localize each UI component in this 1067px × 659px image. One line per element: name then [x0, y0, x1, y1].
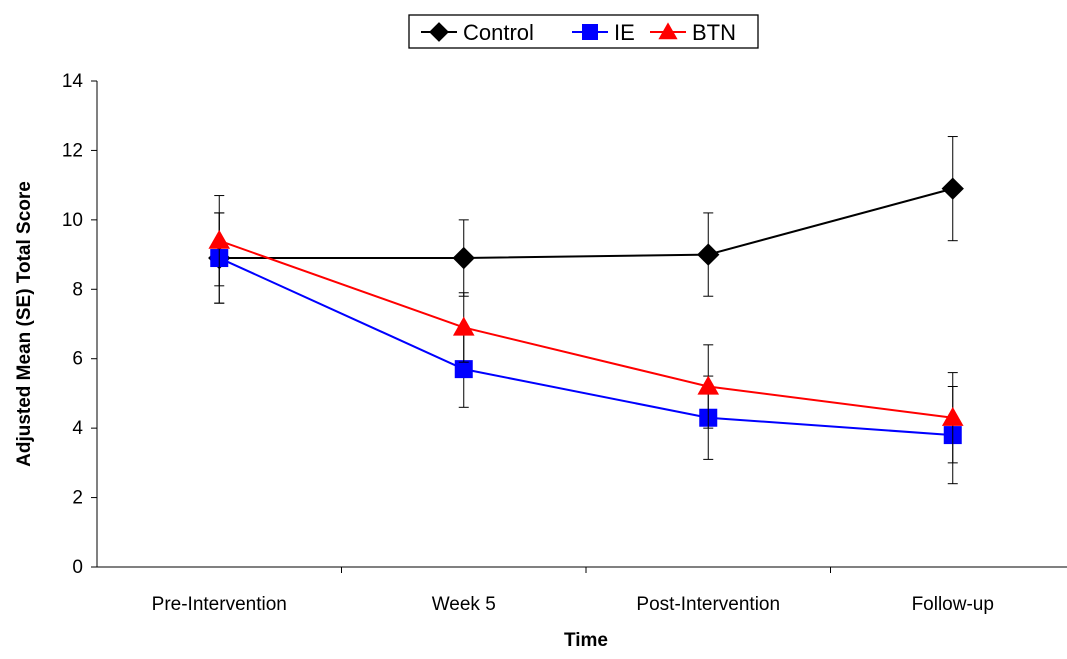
series-ie — [210, 212, 962, 485]
data-point — [941, 406, 964, 426]
legend-label: BTN — [692, 20, 736, 45]
x-tick-label: Week 5 — [432, 594, 496, 615]
series-line — [218, 239, 953, 419]
legend-marker — [658, 22, 678, 40]
data-point — [452, 246, 475, 270]
y-tick-label: 2 — [72, 488, 83, 509]
y-tick-label: 14 — [62, 71, 84, 92]
y-tick-label: 10 — [62, 210, 83, 231]
data-point — [941, 177, 964, 200]
data-point — [208, 229, 231, 249]
y-tick-label: 4 — [72, 418, 83, 439]
data-point — [697, 375, 720, 395]
legend: Control IE BTN — [408, 14, 759, 49]
y-axis-title: Adjusted Mean (SE) Total Score — [14, 181, 35, 467]
series-line — [218, 257, 953, 437]
series-line — [219, 187, 954, 260]
legend-item-ie: IE — [572, 20, 635, 45]
legend-item-btn: BTN — [650, 20, 736, 45]
legend-marker — [429, 22, 449, 42]
legend-item-control: Control — [421, 20, 534, 45]
legend-label: Control — [463, 20, 534, 45]
series-control — [208, 136, 964, 304]
x-tick-label: Pre-Intervention — [152, 594, 287, 615]
y-tick-label: 6 — [72, 349, 83, 370]
y-tick-label: 12 — [62, 140, 83, 161]
series-btn — [208, 195, 964, 464]
data-point — [452, 316, 475, 336]
legend-label: IE — [614, 20, 635, 45]
y-tick-label: 0 — [72, 557, 83, 578]
x-tick-label: Follow-up — [912, 594, 994, 615]
y-tick-label: 8 — [72, 279, 83, 300]
legend-marker — [582, 24, 598, 40]
plot-axes — [96, 81, 1067, 568]
data-point — [697, 243, 720, 266]
data-point — [454, 360, 473, 379]
x-tick-label: Post-Intervention — [636, 594, 780, 615]
x-axis-title: Time — [564, 630, 608, 651]
